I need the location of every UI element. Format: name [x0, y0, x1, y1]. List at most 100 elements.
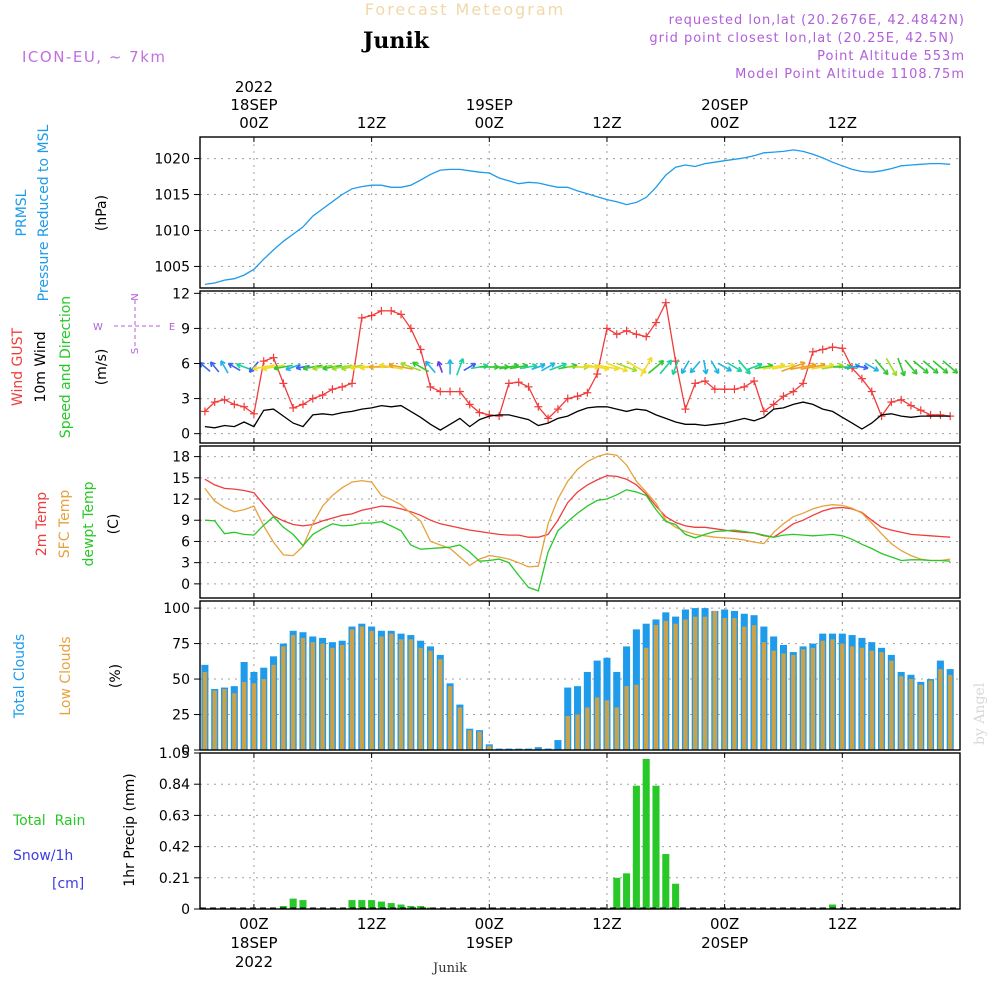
- gust-marker: [720, 385, 729, 394]
- wind-unit: (m/s): [94, 349, 110, 386]
- wind-arrow-head: [273, 367, 279, 372]
- wind-arrow-shaft: [864, 362, 879, 372]
- wind-arrow-head: [350, 367, 356, 371]
- bar-total-clouds: [534, 747, 542, 750]
- clouds-unit: (%): [108, 664, 124, 688]
- wind-arrow-head: [903, 370, 906, 377]
- gust-marker: [348, 379, 356, 388]
- wind-arrow-head: [424, 361, 428, 367]
- bar-total-rain: [642, 758, 650, 909]
- wind-arrow: [220, 360, 229, 374]
- wind-arrow-shaft: [509, 364, 528, 370]
- bar-low-clouds: [565, 715, 570, 750]
- wind-arrow-shaft: [681, 360, 690, 374]
- wind-arrow-shaft: [220, 360, 229, 374]
- panel-clouds: 0 25 50 75 100: [163, 600, 961, 759]
- wind-arrow-head: [779, 362, 786, 366]
- wind-arrow-shaft: [897, 357, 906, 377]
- y-tick-label: 0.21: [159, 871, 190, 887]
- wind-arrow-head: [854, 363, 860, 367]
- bar-low-clouds: [428, 650, 433, 750]
- bar-low-clouds: [251, 683, 257, 750]
- gust-marker: [387, 306, 396, 315]
- wind-arrow-shaft: [585, 364, 610, 370]
- bar-low-clouds: [487, 745, 492, 750]
- gust-marker: [877, 412, 886, 421]
- wind-arrow-head: [767, 363, 774, 367]
- plot-area: [201, 608, 954, 750]
- wind-arrow-shaft: [904, 359, 918, 375]
- bar-low-clouds: [300, 637, 306, 750]
- plot-area: [204, 453, 951, 592]
- location-title: Junik: [361, 28, 430, 54]
- bar-low-clouds: [781, 653, 786, 750]
- wind-arrow: [864, 362, 880, 372]
- wind-arrow: [717, 362, 732, 372]
- wind-arrow: [745, 362, 763, 371]
- wind-arrow: [912, 360, 929, 374]
- wind-arrow-head: [925, 368, 929, 374]
- wind-arrow-head: [705, 368, 709, 375]
- bar-low-clouds: [653, 625, 659, 750]
- bottom-hour-label: 00Z: [475, 915, 504, 933]
- gust-marker: [514, 378, 523, 387]
- info-line-gridpoint: grid point closest lon,lat (20.25E, 42.5…: [649, 31, 955, 46]
- wind-arrow-head: [539, 363, 546, 366]
- gust-marker: [367, 311, 376, 320]
- gust-marker: [681, 405, 690, 414]
- gust-marker: [230, 400, 239, 409]
- y-tick-label: 1020: [154, 152, 190, 168]
- bottom-hour-label: 00Z: [239, 915, 268, 933]
- y-tick-label: 6: [181, 534, 190, 550]
- gust-marker: [583, 388, 592, 397]
- gust-marker: [740, 382, 749, 391]
- bar-low-clouds: [585, 707, 590, 750]
- gust-marker: [308, 394, 317, 403]
- gust-marker: [808, 347, 817, 356]
- series-line-sfc-temp: [204, 453, 951, 568]
- wind-arrow-shaft: [228, 362, 241, 372]
- bar-low-clouds: [477, 731, 482, 750]
- bar-low-clouds: [359, 626, 364, 750]
- wind-arrow-head: [875, 366, 880, 372]
- top-hour-label: 12Z: [357, 114, 386, 132]
- wind-arrow: [680, 360, 690, 375]
- wind-arrow-shaft: [800, 364, 826, 370]
- bar-low-clouds: [634, 684, 639, 750]
- wind-arrow-shaft: [885, 357, 898, 377]
- gust-marker: [279, 379, 288, 388]
- wind-arrow-head: [531, 363, 538, 367]
- wind-arrow: [388, 362, 414, 370]
- wind-arrow-shaft: [412, 361, 430, 373]
- wind-arrow-shaft: [710, 360, 720, 374]
- wind-arrow-shaft: [549, 363, 567, 371]
- gust-marker: [504, 379, 513, 388]
- pressure-unit: (hPa): [94, 195, 110, 231]
- rain-label: Total Rain: [12, 813, 85, 829]
- bar-total-rain: [397, 904, 405, 909]
- wind-arrow-head: [285, 368, 291, 372]
- top-hour-label: 00Z: [710, 114, 739, 132]
- gust-marker: [632, 330, 641, 339]
- bar-low-clouds: [340, 644, 345, 750]
- bar-low-clouds: [722, 618, 727, 750]
- plot-area: [200, 758, 960, 909]
- gust-marker: [485, 410, 494, 419]
- compass-n: N: [130, 293, 141, 300]
- top-day-label: 18SEP: [230, 96, 277, 114]
- wind-arrow: [897, 357, 906, 377]
- bar-total-rain: [368, 900, 376, 909]
- gust-marker: [710, 385, 719, 394]
- gust-marker: [759, 407, 768, 416]
- wind-arrow-head: [482, 363, 489, 367]
- y-tick-label: 12: [172, 492, 190, 508]
- wind-arrow-shaft: [771, 364, 796, 370]
- bar-low-clouds: [712, 610, 718, 750]
- y-tick-label: 3: [181, 556, 190, 572]
- gust-marker: [426, 382, 435, 391]
- y-tick-label: 50: [172, 672, 190, 688]
- wind-arrow-shaft: [821, 364, 844, 370]
- wind-arrow-head: [388, 364, 394, 369]
- wind-arrow-shaft: [659, 359, 673, 375]
- bar-low-clouds: [644, 647, 649, 750]
